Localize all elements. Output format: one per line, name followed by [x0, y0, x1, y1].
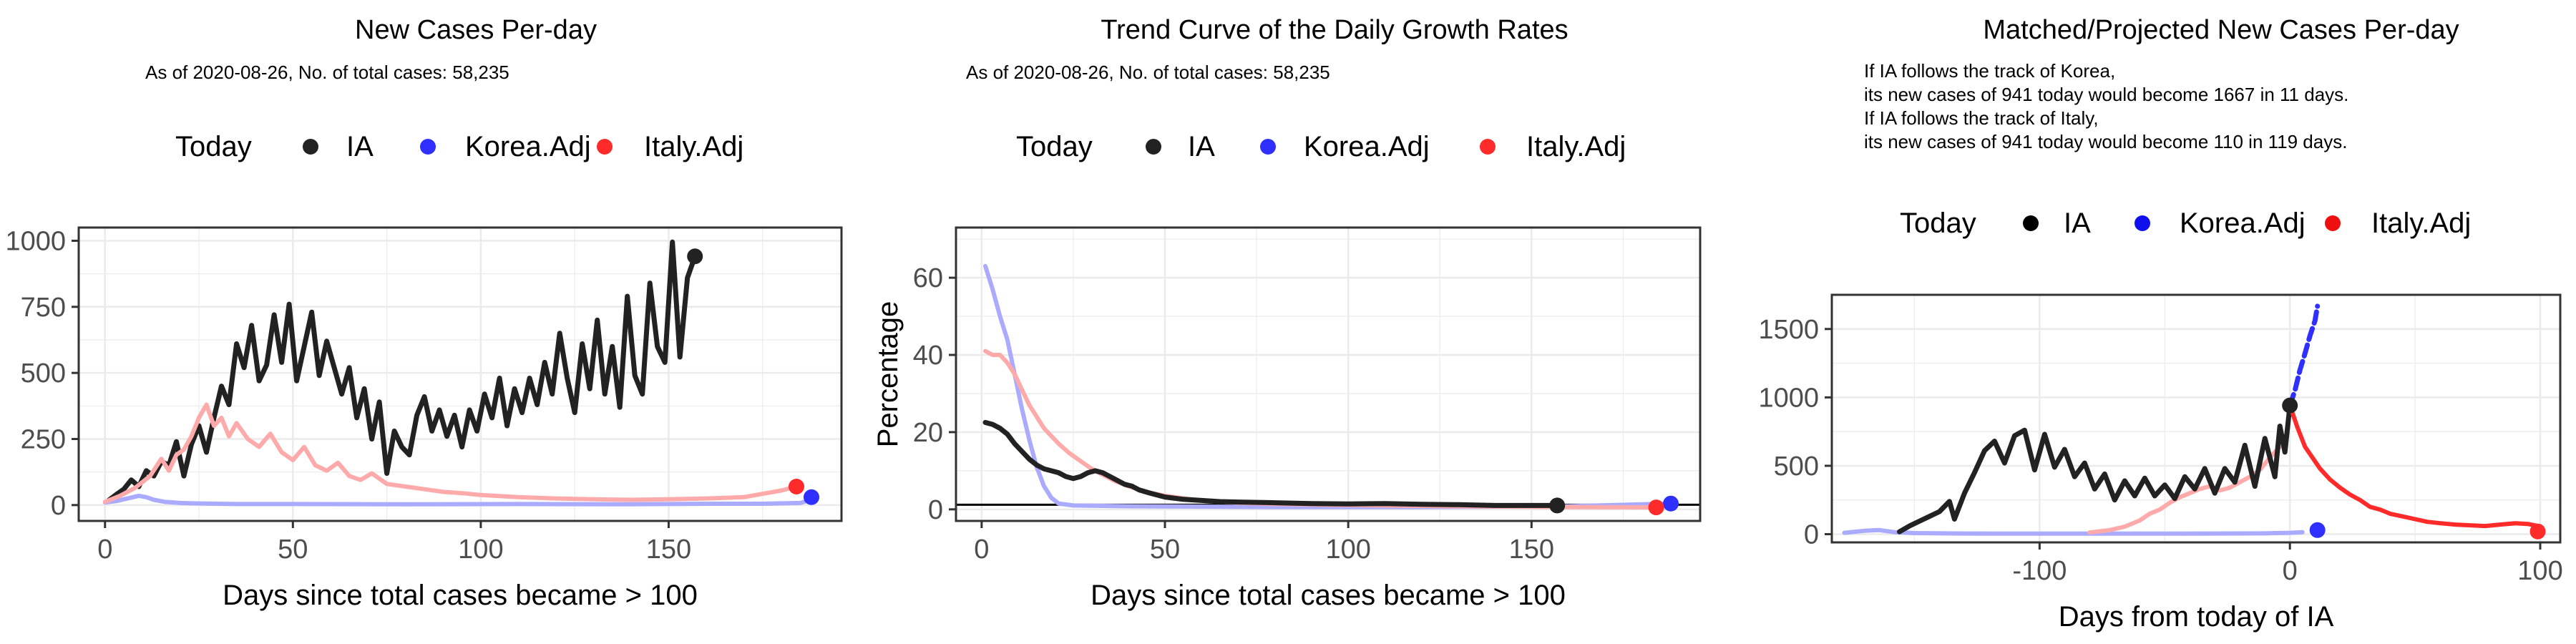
x-tick-label: 150 [1509, 535, 1554, 565]
plot-frame [1830, 293, 2562, 544]
today-point-korea-adj [1663, 495, 1679, 512]
chart-panel-3: Matched/Projected New Cases Per-day If IA… [1758, 15, 2562, 633]
today-point-italy-adj [788, 478, 804, 494]
today-point-ia [2282, 397, 2298, 414]
chart-panel-1: New Cases Per-day As of 2020-08-26, No. o… [5, 15, 843, 611]
x-axis-label: Days since total cases became > 100 [223, 580, 698, 611]
legend-label-2: Korea.Adj [465, 131, 591, 162]
series-group [982, 263, 1673, 510]
chart-title: New Cases Per-day [355, 15, 597, 45]
x-tick-label: 100 [458, 535, 503, 565]
legend-dot-1 [1146, 139, 1161, 155]
plot-grid [956, 228, 1700, 521]
chart-panel-2: Trend Curve of the Daily Growth Rates As … [872, 15, 1702, 611]
series-line-ia [106, 239, 698, 503]
chart-legend: Today IA Korea.Adj Italy.Adj [1900, 208, 2471, 239]
today-point-korea-adj-projected- [2309, 522, 2326, 538]
series-line-korea-adj-projected- [2287, 303, 2321, 409]
series-group [102, 239, 814, 507]
legend-dot-1 [2023, 215, 2039, 231]
series-line-italy-adj-projected- [2288, 403, 2540, 529]
y-axis-label: Percentage [872, 301, 904, 448]
legend-label-1: IA [1188, 131, 1215, 162]
today-point-korea-adj [803, 489, 819, 505]
legend-title: Today [1016, 131, 1093, 162]
x-tick-label: 0 [974, 535, 989, 565]
chart-subtitle: its new cases of 941 today would become … [1864, 131, 2347, 152]
x-tick-label: 0 [97, 535, 112, 565]
chart-subtitle: As of 2020-08-26, No. of total cases: 58… [145, 62, 509, 83]
chart-legend: Today IA Korea.Adj Italy.Adj [1016, 131, 1626, 162]
y-tick-label: 0 [928, 495, 943, 525]
chart-subtitle: its new cases of 941 today would become … [1864, 84, 2348, 105]
x-tick-label: 0 [2283, 556, 2298, 586]
series-line-korea-adj-matched- [1842, 527, 2305, 536]
today-point-ia [687, 248, 703, 265]
chart-subtitle: As of 2020-08-26, No. of total cases: 58… [966, 62, 1330, 83]
plot-area [1832, 295, 2560, 542]
y-tick-label: 60 [913, 263, 943, 293]
y-tick-label: 500 [1774, 452, 1819, 482]
series-group [1842, 303, 2540, 536]
legend-label-3: Italy.Adj [2371, 208, 2471, 239]
chart-title: Matched/Projected New Cases Per-day [1983, 15, 2459, 45]
legend-dot-3 [2325, 215, 2341, 231]
chart-subtitle: If IA follows the track of Korea, [1864, 60, 2115, 82]
x-tick-label: 50 [1150, 535, 1180, 565]
y-tick-label: 1500 [1758, 315, 1819, 345]
x-tick-label: 100 [2517, 556, 2562, 586]
legend-dot-3 [597, 139, 613, 155]
chart-legend: Today IA Korea.Adj Italy.Adj [175, 131, 743, 162]
y-tick-label: 1000 [1758, 383, 1819, 413]
x-tick-label: 150 [646, 535, 691, 565]
chart-title: Trend Curve of the Daily Growth Rates [1101, 15, 1568, 45]
y-tick-label: 500 [21, 358, 66, 389]
y-tick-label: 0 [1804, 520, 1819, 550]
y-tick-label: 750 [21, 293, 66, 323]
x-tick-label: 100 [1325, 535, 1370, 565]
legend-label-2: Korea.Adj [1304, 131, 1430, 162]
plot-frame [77, 226, 843, 522]
series-line-italy-adj [102, 402, 799, 504]
series-line-ia [1897, 403, 2293, 535]
legend-label-3: Italy.Adj [644, 131, 743, 162]
series-line-korea-adj [102, 493, 814, 507]
legend-dot-3 [1480, 139, 1496, 155]
y-tick-label: 0 [51, 491, 66, 521]
y-tick-label: 40 [913, 341, 943, 371]
legend-title: Today [175, 131, 252, 162]
legend-label-2: Korea.Adj [2180, 208, 2306, 239]
legend-dot-2 [1260, 139, 1276, 155]
legend-title: Today [1900, 208, 1976, 239]
series-line-korea-adj [983, 263, 1673, 509]
x-axis-label: Days since total cases became > 100 [1091, 580, 1566, 611]
y-tick-label: 1000 [5, 226, 66, 256]
x-axis-label: Days from today of IA [2059, 601, 2334, 633]
legend-dot-2 [420, 139, 436, 155]
y-tick-label: 20 [913, 418, 943, 448]
x-tick-label: 50 [278, 535, 308, 565]
plot-area [79, 228, 841, 521]
legend-label-3: Italy.Adj [1526, 131, 1626, 162]
legend-label-1: IA [2064, 208, 2091, 239]
plot-area [956, 228, 1700, 521]
today-point-ia [1549, 497, 1566, 514]
legend-dot-1 [303, 139, 318, 155]
y-tick-label: 250 [21, 424, 66, 454]
plot-frame [955, 226, 1702, 522]
legend-dot-2 [2135, 215, 2150, 231]
series-line-ia [982, 419, 1560, 508]
legend-label-1: IA [346, 131, 374, 162]
today-point-italy-adj [1648, 499, 1664, 516]
today-point-italy-adj-projected- [2529, 523, 2546, 540]
x-tick-label: -100 [2012, 556, 2067, 586]
chart-subtitle: If IA follows the track of Italy, [1864, 107, 2099, 129]
